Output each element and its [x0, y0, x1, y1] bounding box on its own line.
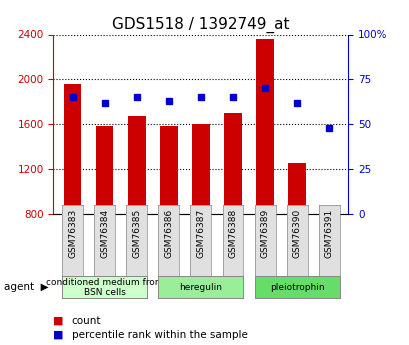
Title: GDS1518 / 1392749_at: GDS1518 / 1392749_at	[112, 17, 289, 33]
Text: count: count	[72, 316, 101, 326]
Bar	[160, 126, 177, 214]
Text: ■: ■	[53, 316, 64, 326]
Text: agent  ▶: agent ▶	[4, 282, 49, 292]
Text: percentile rank within the sample: percentile rank within the sample	[72, 330, 247, 339]
Text: GSM76388: GSM76388	[228, 209, 237, 258]
Bar	[63, 84, 81, 214]
Text: GSM76383: GSM76383	[68, 209, 77, 258]
Text: GSM76385: GSM76385	[132, 209, 141, 258]
Text: GSM76391: GSM76391	[324, 209, 333, 258]
Text: GSM76387: GSM76387	[196, 209, 205, 258]
Bar	[256, 39, 273, 214]
Bar	[96, 126, 113, 214]
Text: ■: ■	[53, 330, 64, 339]
Text: pleiotrophin: pleiotrophin	[269, 283, 324, 292]
Bar	[128, 116, 145, 214]
Text: GSM76390: GSM76390	[292, 209, 301, 258]
Bar	[191, 124, 209, 214]
Bar	[320, 211, 337, 214]
Bar	[288, 164, 305, 214]
Text: GSM76384: GSM76384	[100, 209, 109, 258]
Bar	[224, 113, 241, 214]
Text: heregulin: heregulin	[179, 283, 222, 292]
Text: GSM76389: GSM76389	[260, 209, 269, 258]
Text: GSM76386: GSM76386	[164, 209, 173, 258]
Text: conditioned medium from
BSN cells: conditioned medium from BSN cells	[46, 277, 163, 297]
